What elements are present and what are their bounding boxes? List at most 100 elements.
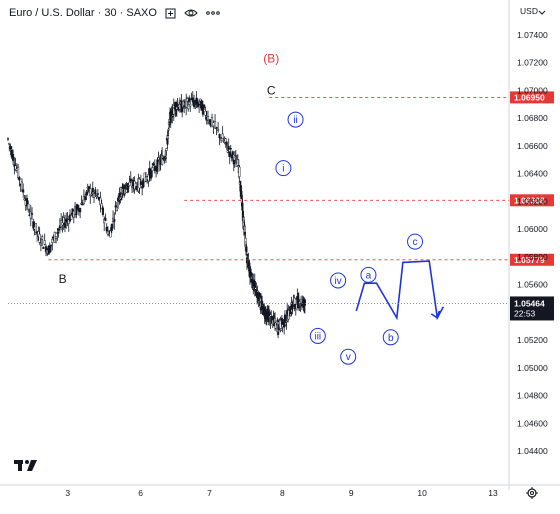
candle-body: [186, 98, 189, 102]
wave-label-circle: [340, 348, 357, 365]
candle-body: [75, 206, 78, 216]
wave-label-text: i: [282, 164, 284, 175]
level-tag: [510, 91, 554, 104]
candle-body: [297, 299, 300, 302]
y-tick-label: 1.05000: [517, 363, 548, 373]
candle-body: [38, 233, 41, 243]
candle-body: [157, 157, 160, 161]
candle-body: [30, 213, 34, 215]
candle-body: [9, 146, 12, 150]
candle-body: [128, 182, 131, 186]
candle-body: [206, 116, 210, 121]
candle-body: [228, 151, 231, 157]
candle-body: [63, 222, 67, 228]
candle-body: [291, 305, 294, 309]
candle-body: [231, 151, 234, 156]
candle-body: [129, 178, 132, 182]
candle-body: [210, 117, 214, 127]
candle-body: [43, 240, 46, 245]
candle-body: [90, 193, 93, 196]
candle-body: [76, 204, 79, 209]
candle-body: [8, 143, 11, 145]
candle-body: [48, 245, 51, 253]
candle-body: [201, 104, 204, 115]
x-tick-label: 6: [138, 488, 143, 498]
y-tick-label: 1.04600: [517, 418, 548, 428]
candle-body: [215, 127, 218, 129]
candle-body: [79, 207, 82, 213]
candle-body: [141, 186, 144, 189]
candle-body: [6, 137, 10, 140]
candle-body: [99, 197, 102, 206]
candle-body: [84, 196, 87, 201]
candle-body: [176, 104, 179, 106]
candle-body: [89, 188, 92, 197]
candle-body: [195, 97, 198, 105]
wave-label-text: c: [413, 237, 418, 248]
candle-body: [20, 181, 23, 191]
y-tick-label: 1.06600: [517, 141, 548, 151]
level-tag: [510, 253, 554, 266]
current-price-label: 1.05464: [514, 298, 545, 308]
candle-body: [114, 205, 117, 208]
wave-label-circle: [287, 111, 304, 128]
candle-body: [151, 167, 154, 172]
compare-icon[interactable]: [165, 8, 176, 19]
wave-label-circle: [382, 329, 399, 346]
more-icon[interactable]: [206, 10, 220, 16]
candle-body: [22, 189, 25, 193]
level-tag-label: 1.05779: [514, 255, 545, 265]
candle-body: [229, 147, 232, 150]
candle-body: [280, 328, 283, 331]
candle-body: [294, 308, 297, 311]
price-series: [6, 91, 306, 339]
candle-body: [115, 206, 118, 212]
wave-label-circle: [275, 160, 292, 177]
y-axis: 1.07400 1.07200 1.07000 1.06800 1.06600 1.064…: [517, 30, 548, 456]
candle-body: [39, 243, 42, 246]
candle-body: [225, 141, 228, 145]
candle-body: [203, 104, 206, 108]
candle-body: [221, 133, 224, 140]
y-tick-label: 1.06200: [517, 196, 548, 206]
wave-label-text: B: [59, 272, 67, 286]
candle-body: [204, 110, 207, 116]
x-tick-label: 8: [280, 488, 285, 498]
candle-body: [166, 135, 170, 139]
candle-body: [29, 211, 32, 219]
wave-label-circle: [309, 327, 326, 344]
candle-body: [104, 217, 107, 221]
candle-body: [199, 98, 202, 102]
candle-body: [103, 218, 106, 224]
candle-body: [32, 221, 35, 229]
candle-body: [17, 167, 20, 179]
candle-body: [226, 150, 229, 153]
gear-icon[interactable]: [526, 487, 538, 499]
wave-label-text: b: [388, 333, 394, 344]
candle-body: [230, 154, 233, 159]
candle-body: [188, 97, 191, 102]
currency-label[interactable]: USD: [520, 6, 538, 16]
level-lines: 1.06950 1.06208 1.05779: [48, 91, 554, 266]
candle-body: [95, 195, 98, 197]
eye-icon[interactable]: [184, 8, 198, 18]
candle-body: [142, 178, 145, 187]
x-tick-label: 7: [207, 488, 212, 498]
candle-body: [57, 228, 60, 231]
symbol-title[interactable]: Euro / U.S. Dollar · 30 · SAXO: [9, 7, 157, 19]
candle-body: [218, 133, 221, 139]
candle-body: [303, 299, 306, 306]
candle-body: [214, 121, 217, 129]
wave-label-text: (B): [263, 52, 279, 66]
chevron-down-icon[interactable]: [538, 10, 546, 15]
candle-body: [293, 304, 297, 306]
wave-label-circle: [360, 266, 377, 283]
candle-body: [161, 155, 164, 165]
wave-label-text: iv: [334, 276, 341, 287]
candle-body: [139, 181, 142, 185]
candle-body: [34, 223, 37, 233]
candle-body: [49, 244, 53, 247]
candle-body: [12, 153, 15, 161]
